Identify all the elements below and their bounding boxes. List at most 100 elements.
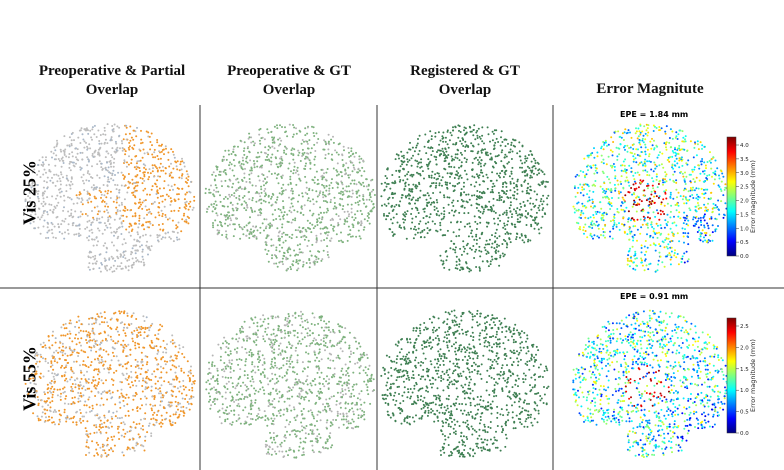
point bbox=[125, 126, 128, 129]
point bbox=[495, 129, 498, 132]
point bbox=[259, 195, 262, 198]
point bbox=[501, 243, 504, 245]
point bbox=[370, 200, 373, 203]
point bbox=[665, 237, 668, 240]
point bbox=[538, 172, 540, 175]
point bbox=[116, 184, 119, 187]
point bbox=[50, 416, 53, 419]
point bbox=[208, 188, 211, 191]
point bbox=[665, 189, 668, 192]
point bbox=[638, 162, 641, 165]
point bbox=[497, 141, 500, 143]
point bbox=[141, 248, 144, 251]
point bbox=[210, 203, 213, 206]
point bbox=[623, 164, 626, 167]
point bbox=[183, 198, 186, 201]
point bbox=[65, 155, 68, 158]
point bbox=[656, 186, 659, 189]
point bbox=[464, 169, 466, 172]
point bbox=[86, 145, 88, 148]
point bbox=[79, 381, 82, 384]
point bbox=[717, 199, 720, 202]
point bbox=[159, 365, 162, 368]
point bbox=[159, 162, 162, 165]
point bbox=[462, 245, 465, 248]
point bbox=[177, 198, 180, 201]
point bbox=[646, 148, 649, 151]
point bbox=[50, 221, 53, 224]
point bbox=[275, 163, 278, 166]
point bbox=[178, 207, 181, 209]
point bbox=[243, 141, 246, 144]
point bbox=[330, 138, 333, 141]
point bbox=[682, 136, 685, 139]
point bbox=[171, 421, 174, 424]
point bbox=[357, 229, 360, 232]
point bbox=[112, 179, 115, 182]
point bbox=[297, 267, 300, 270]
point bbox=[454, 173, 457, 176]
point bbox=[488, 200, 491, 203]
point bbox=[442, 260, 445, 263]
point bbox=[592, 200, 594, 203]
point bbox=[682, 216, 685, 219]
point bbox=[605, 188, 608, 190]
point bbox=[475, 131, 478, 134]
point bbox=[149, 141, 152, 143]
point bbox=[270, 160, 273, 163]
point bbox=[68, 183, 71, 186]
point bbox=[520, 233, 523, 236]
point bbox=[62, 323, 65, 326]
point bbox=[148, 193, 151, 196]
point bbox=[361, 166, 364, 169]
point bbox=[414, 233, 417, 236]
point bbox=[157, 206, 160, 208]
point bbox=[691, 168, 694, 171]
point bbox=[602, 162, 605, 165]
point bbox=[416, 231, 419, 234]
point bbox=[157, 409, 160, 412]
point bbox=[640, 244, 643, 247]
point bbox=[64, 148, 67, 151]
point bbox=[260, 137, 263, 140]
point bbox=[321, 258, 324, 261]
point bbox=[213, 178, 216, 181]
point bbox=[322, 148, 325, 151]
point bbox=[118, 134, 121, 137]
point bbox=[320, 239, 323, 242]
point bbox=[534, 159, 537, 162]
point bbox=[96, 413, 99, 416]
point bbox=[221, 160, 224, 162]
point bbox=[458, 211, 461, 214]
point bbox=[25, 205, 28, 208]
point bbox=[592, 206, 595, 209]
point bbox=[388, 196, 391, 199]
point bbox=[529, 185, 532, 188]
point bbox=[589, 234, 592, 237]
point bbox=[159, 390, 162, 393]
point bbox=[293, 161, 296, 164]
point bbox=[589, 226, 591, 229]
point bbox=[390, 205, 393, 208]
point bbox=[53, 225, 56, 228]
point bbox=[238, 198, 241, 201]
point bbox=[448, 212, 451, 214]
point bbox=[153, 164, 156, 167]
point bbox=[222, 155, 225, 158]
point bbox=[151, 170, 154, 173]
point bbox=[596, 155, 599, 158]
point bbox=[299, 243, 302, 246]
point bbox=[634, 268, 637, 271]
point bbox=[532, 202, 535, 205]
point bbox=[125, 124, 128, 127]
point bbox=[648, 155, 650, 158]
point bbox=[363, 202, 366, 205]
point bbox=[278, 244, 281, 246]
point bbox=[515, 232, 518, 235]
point bbox=[358, 155, 361, 158]
point bbox=[423, 177, 425, 180]
point bbox=[487, 154, 489, 157]
point bbox=[366, 215, 369, 217]
point bbox=[639, 131, 642, 134]
point bbox=[50, 150, 53, 153]
